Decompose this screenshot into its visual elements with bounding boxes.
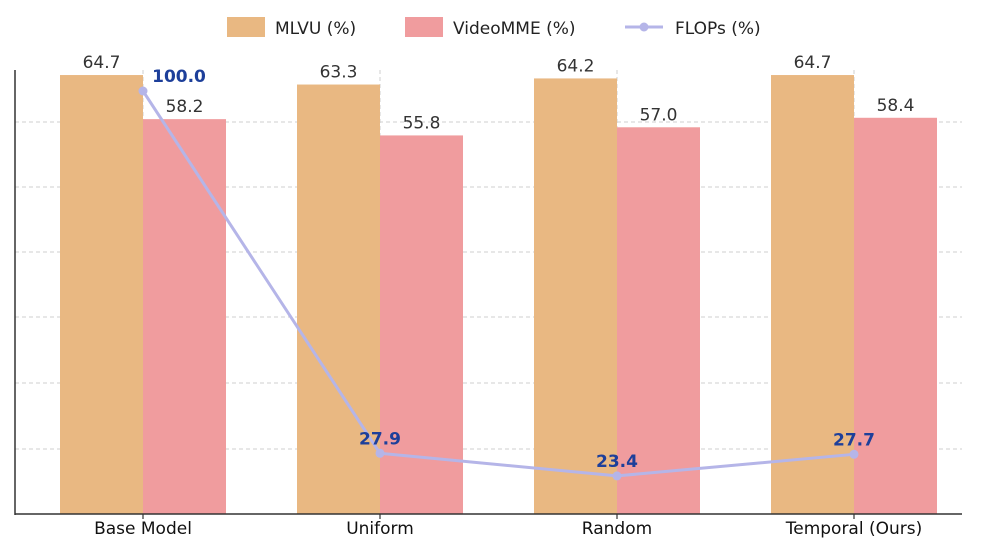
flops-label: 100.0	[152, 67, 206, 87]
bar-label-mlvu: 64.2	[557, 56, 595, 76]
bars	[60, 75, 937, 515]
bar-mlvu	[297, 84, 380, 514]
bar-label-mlvu: 64.7	[83, 53, 121, 73]
flops-label: 27.9	[359, 429, 401, 449]
axes: Base Model Uniform Random Temporal (Ours)	[14, 70, 962, 539]
legend-label-flops: FLOPs (%)	[675, 19, 761, 39]
bar-label-videomme: 58.4	[877, 96, 915, 116]
bar-mlvu	[534, 78, 617, 515]
bar-videomme	[617, 127, 700, 515]
bar-label-videomme: 57.0	[640, 105, 678, 125]
data-labels: 64.7 63.3 64.2 64.7 58.2 55.8 57.0 58.4 100.0 27.…	[83, 53, 915, 472]
bar-videomme	[143, 119, 226, 515]
x-tick-label: Base Model	[94, 519, 192, 539]
x-tick-label: Uniform	[346, 519, 414, 539]
flops-label: 23.4	[596, 452, 638, 472]
bar-mlvu	[60, 75, 143, 514]
bar-label-mlvu: 63.3	[320, 63, 358, 83]
legend-swatch-videomme	[405, 17, 443, 37]
x-tick-label: Temporal (Ours)	[785, 519, 923, 539]
flops-point	[849, 449, 859, 459]
bar-label-videomme: 55.8	[403, 113, 441, 133]
bar-videomme	[854, 117, 937, 514]
flops-line	[141, 90, 855, 478]
legend: MLVU (%) VideoMME (%) FLOPs (%)	[227, 17, 761, 39]
flops-point	[612, 471, 622, 481]
legend-swatch-mlvu	[227, 17, 265, 37]
flops-point	[138, 86, 148, 96]
legend-marker-flops	[639, 22, 649, 32]
flops-label: 27.7	[833, 430, 875, 450]
bar-mlvu	[771, 75, 854, 514]
bar-label-mlvu: 64.7	[794, 53, 832, 73]
legend-label-videomme: VideoMME (%)	[453, 19, 576, 39]
bar-label-videomme: 58.2	[166, 97, 204, 117]
bar-videomme	[380, 135, 463, 514]
x-tick-label: Random	[582, 519, 652, 539]
flops-line-series	[138, 86, 859, 481]
flops-point	[375, 448, 385, 458]
legend-label-mlvu: MLVU (%)	[275, 19, 356, 39]
